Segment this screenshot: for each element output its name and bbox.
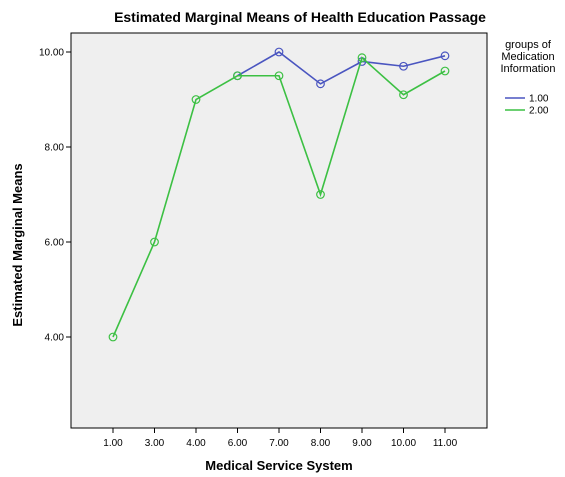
data-point-series-2: [108, 332, 118, 342]
data-point-series-2: [274, 71, 284, 81]
x-tick-label: 1.00: [103, 438, 123, 449]
x-tick-label: 4.00: [186, 438, 206, 449]
y-tick-label: 6.00: [45, 238, 65, 249]
data-point-series-2: [233, 71, 242, 81]
legend-title: Medication: [501, 51, 554, 63]
x-tick-label: 8.00: [311, 438, 331, 449]
legend-title: groups of: [505, 39, 552, 51]
chart-title: Estimated Marginal Means of Health Educa…: [114, 9, 486, 25]
x-tick-label: 10.00: [391, 438, 416, 449]
x-axis: 1.00 3.00 4.00 6.00 7.00 8.00 9.00 10.00 11.00: [103, 428, 458, 449]
x-axis-title: Medical Service System: [205, 458, 352, 473]
y-tick-label: 4.00: [45, 333, 65, 344]
y-axis: 4.00 6.00 8.00 10.00: [39, 48, 71, 344]
series-line-2: [112, 56, 446, 338]
plot-area: [70, 32, 488, 429]
x-tick-label: 11.00: [433, 438, 458, 449]
data-point-series-2: [399, 90, 408, 100]
data-point-series-2: [316, 190, 325, 199]
y-axis-title: Estimated Marginal Means: [10, 163, 25, 326]
x-tick-label: 3.00: [145, 438, 165, 449]
legend-label: 2.00: [529, 106, 549, 117]
x-tick-label: 6.00: [228, 438, 248, 449]
data-point-series-2: [440, 66, 450, 76]
series-line-1: [237, 51, 446, 85]
data-point-series-2: [191, 95, 201, 104]
legend-title: Information: [500, 63, 555, 75]
data-point-series-2: [357, 53, 367, 63]
x-tick-label: 9.00: [352, 438, 372, 449]
data-point-series-1: [440, 51, 450, 61]
data-point-series-1: [316, 79, 325, 89]
legend-label: 1.00: [529, 94, 549, 105]
y-tick-label: 10.00: [39, 48, 64, 59]
data-point-series-1: [399, 61, 408, 71]
data-point-series-1: [274, 47, 284, 57]
data-point-series-2: [150, 237, 159, 247]
y-tick-label: 8.00: [45, 143, 65, 154]
x-tick-label: 7.00: [269, 438, 289, 449]
series-layer: [108, 47, 450, 342]
